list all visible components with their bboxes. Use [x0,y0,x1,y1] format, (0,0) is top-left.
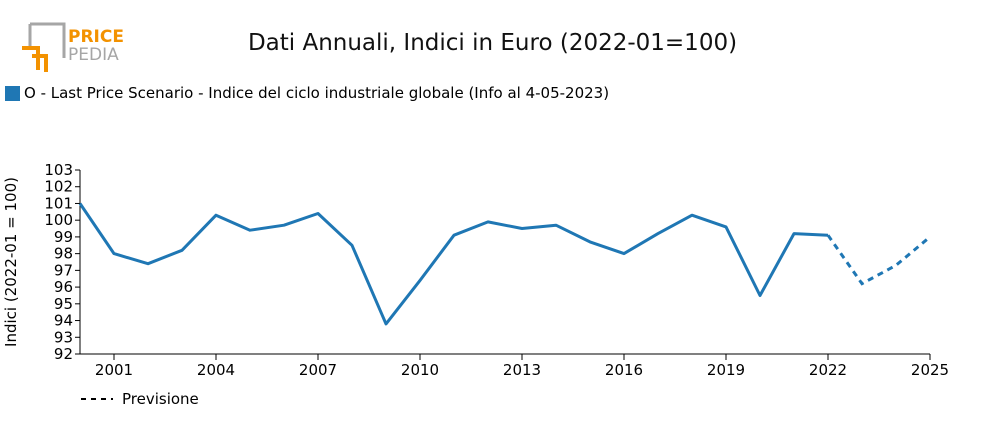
x-tick-label: 2004 [197,361,235,379]
forecast-dash-icon [81,398,113,400]
logo-text-price: PRICE [68,27,124,47]
y-tick-label: 99 [54,228,73,246]
forecast-legend: Previsione [80,390,199,408]
x-tick-label: 2013 [503,361,541,379]
series-line-actual [78,202,829,326]
y-tick-label: 97 [54,261,73,279]
series-legend: O - Last Price Scenario - Indice del cic… [5,84,609,102]
y-tick-label: 100 [44,211,73,229]
legend-series-label: O - Last Price Scenario - Indice del cic… [24,84,610,102]
y-tick-label: 92 [54,345,73,363]
y-tick-label: 98 [54,245,73,263]
series-line-forecast [826,234,931,286]
legend-swatch [5,85,20,101]
y-axis-label: Indici (2022-01 = 100) [2,177,20,347]
x-tick-label: 2016 [605,361,643,379]
logo-text-pedia: PEDIA [68,45,119,65]
pricepedia-logo: PRICE PEDIA [22,22,124,72]
y-tick-label: 95 [54,295,73,313]
logo-mark-icon [22,22,66,72]
forecast-label: Previsione [122,390,199,408]
x-tick-label: 2019 [707,361,745,379]
x-tick-label: 2007 [299,361,337,379]
y-tick-label: 103 [44,161,73,179]
x-tick-label: 2025 [911,361,949,379]
y-tick-label: 93 [54,328,73,346]
series-marks [78,202,931,326]
x-tick-label: 2001 [95,361,133,379]
x-tick-label: 2022 [809,361,847,379]
y-tick-label: 101 [44,194,73,212]
y-tick-label: 96 [54,278,73,296]
x-tick-label: 2010 [401,361,439,379]
y-tick-label: 102 [44,178,73,196]
y-tick-label: 94 [54,312,73,330]
chart-title: Dati Annuali, Indici in Euro (2022-01=10… [247,30,738,56]
